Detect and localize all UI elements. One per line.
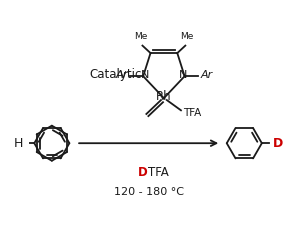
Text: TFA: TFA	[148, 166, 169, 179]
Text: D: D	[138, 166, 147, 179]
Text: D: D	[272, 137, 283, 150]
Text: 120 - 180 °C: 120 - 180 °C	[114, 187, 184, 197]
Text: N: N	[178, 70, 187, 80]
Text: N: N	[141, 70, 149, 80]
Text: H: H	[14, 137, 23, 150]
Text: Rh: Rh	[156, 90, 172, 103]
Text: Catalytic: Catalytic	[89, 69, 141, 82]
Text: TFA: TFA	[183, 108, 202, 118]
Text: Me: Me	[135, 32, 148, 41]
Text: Ar: Ar	[200, 70, 213, 80]
Text: Ar: Ar	[115, 70, 127, 80]
Text: Me: Me	[180, 32, 193, 41]
